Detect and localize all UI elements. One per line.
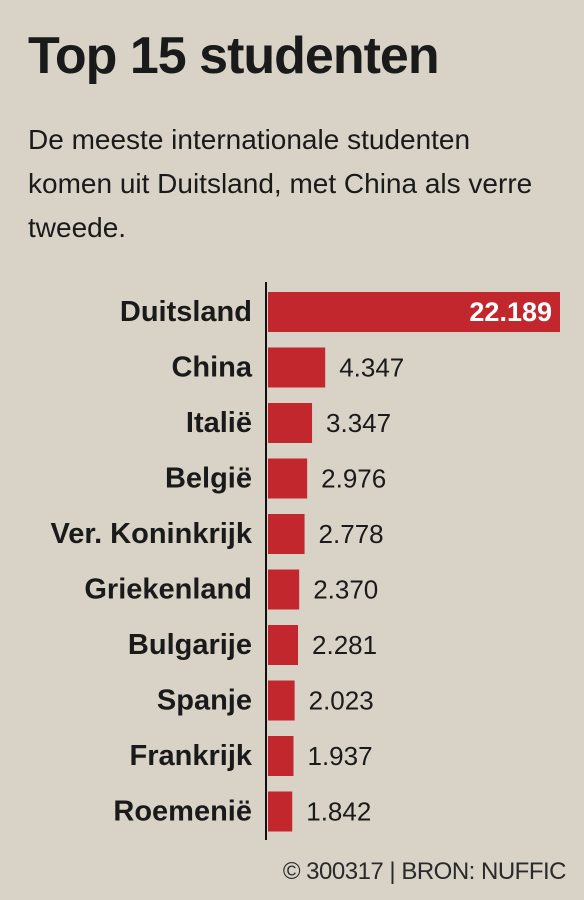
value-label: 2.976 xyxy=(321,464,386,494)
bar-3 xyxy=(268,403,313,443)
bar-7 xyxy=(268,625,299,665)
bar-5 xyxy=(268,514,305,554)
chart-subtitle: De meeste internationale studenten komen… xyxy=(28,124,533,243)
category-label: Ver. Koninkrijk xyxy=(51,518,253,550)
bar-6 xyxy=(268,569,300,610)
bar-2 xyxy=(268,347,326,388)
value-label: 1.842 xyxy=(306,797,371,827)
category-label: Roemenië xyxy=(113,796,252,828)
value-label: 2.281 xyxy=(312,630,377,660)
category-label: Italië xyxy=(186,407,252,439)
value-label: 1.937 xyxy=(307,741,372,771)
value-label: 22.189 xyxy=(469,297,552,327)
value-label: 2.370 xyxy=(313,575,378,605)
category-label: Duitsland xyxy=(120,296,252,328)
category-label: Frankrijk xyxy=(130,740,253,772)
value-label: 2.023 xyxy=(309,686,374,716)
bar-1 xyxy=(268,292,560,332)
category-label: België xyxy=(165,463,252,495)
category-label: China xyxy=(171,352,252,384)
bar-9 xyxy=(268,736,294,776)
category-label: Griekenland xyxy=(84,574,252,606)
category-label: Bulgarije xyxy=(128,629,252,661)
bar-8 xyxy=(268,680,295,721)
bar-4 xyxy=(268,458,308,499)
chart-title: Top 15 studenten xyxy=(28,27,440,85)
value-label: 3.347 xyxy=(326,408,391,438)
source-credit: © 300317 | BRON: NUFFIC xyxy=(282,858,567,885)
bar-10 xyxy=(268,791,293,832)
value-label: 2.778 xyxy=(319,519,384,549)
value-label: 4.347 xyxy=(339,353,404,383)
category-label: Spanje xyxy=(157,685,252,717)
